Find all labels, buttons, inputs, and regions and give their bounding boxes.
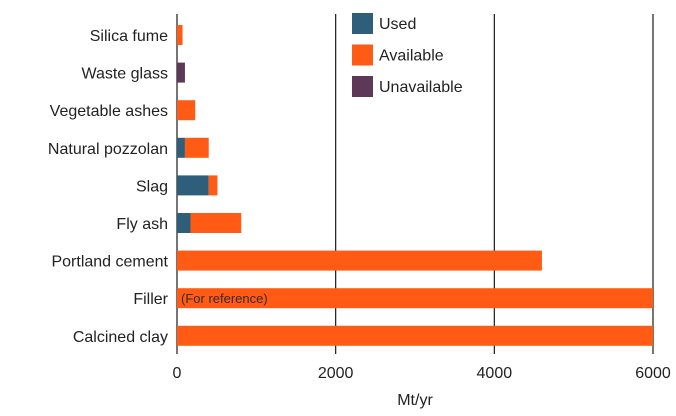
bar-waste-glass-unavailable xyxy=(177,62,185,83)
annotation-filler: (For reference) xyxy=(181,291,268,306)
annotations: (For reference) xyxy=(181,291,268,306)
bar-silica-fume-available xyxy=(177,25,183,45)
bar-vegetable-ashes-available xyxy=(177,100,196,121)
x-tick-labels: 0 2000 4000 6000 xyxy=(173,365,671,382)
bars xyxy=(177,25,653,346)
x-tick-label-6000: 6000 xyxy=(635,365,671,382)
category-label-waste-glass: Waste glass xyxy=(81,66,168,83)
category-label-calcined-clay: Calcined clay xyxy=(73,329,168,346)
bar-filler-available xyxy=(177,288,653,309)
category-label-vegetable-ashes: Vegetable ashes xyxy=(50,103,168,120)
legend-swatch-unavailable xyxy=(352,76,373,97)
x-tick-label-0: 0 xyxy=(173,365,182,382)
legend-label-unavailable: Unavailable xyxy=(379,79,463,96)
x-tick-label-4000: 4000 xyxy=(477,365,513,382)
bar-natural-pozzolan-available xyxy=(184,137,209,158)
x-axis-title: Mt/yr xyxy=(397,392,433,409)
bar-fly-ash-used xyxy=(177,213,191,233)
category-label-natural-pozzolan: Natural pozzolan xyxy=(48,141,168,158)
bar-slag-available xyxy=(208,175,218,196)
legend-swatch-used xyxy=(352,13,373,34)
legend-label-used: Used xyxy=(379,16,416,33)
bar-calcined-clay-available xyxy=(177,325,653,346)
category-label-silica-fume: Silica fume xyxy=(90,28,168,45)
category-label-filler: Filler xyxy=(133,291,168,308)
bar-portland-cement-available xyxy=(177,250,542,271)
bar-slag-used xyxy=(177,175,209,196)
category-label-fly-ash: Fly ash xyxy=(116,216,168,233)
bar-fly-ash-available xyxy=(190,213,242,233)
legend-label-available: Available xyxy=(379,48,444,65)
x-tick-label-2000: 2000 xyxy=(318,365,354,382)
bar-natural-pozzolan-used xyxy=(177,137,185,158)
legend-swatch-available xyxy=(352,44,373,66)
category-label-slag: Slag xyxy=(136,178,168,195)
category-label-portland-cement: Portland cement xyxy=(51,254,168,271)
legend: Used Available Unavailable xyxy=(352,13,463,97)
category-labels: Silica fume Waste glass Vegetable ashes Nat… xyxy=(48,28,169,346)
